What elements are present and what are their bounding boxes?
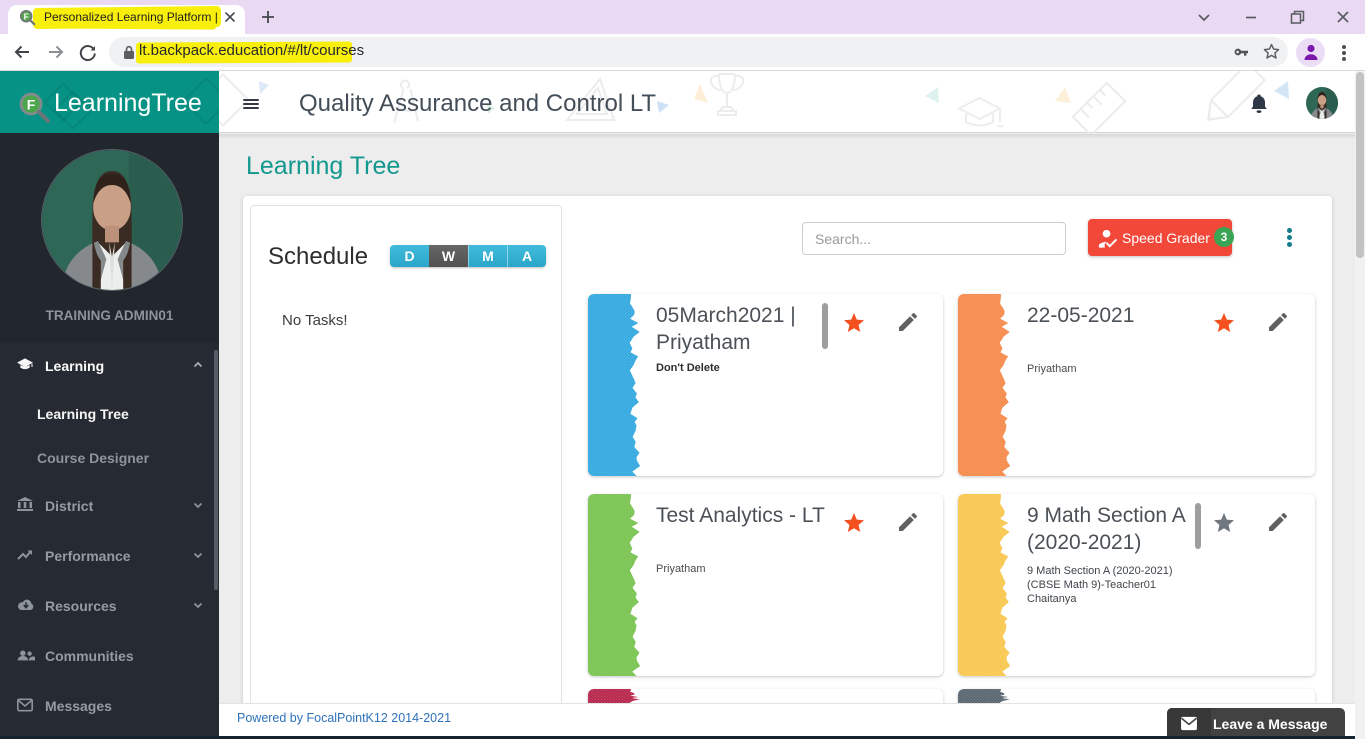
svg-text:F: F <box>27 97 36 113</box>
svg-text:F: F <box>24 11 29 21</box>
